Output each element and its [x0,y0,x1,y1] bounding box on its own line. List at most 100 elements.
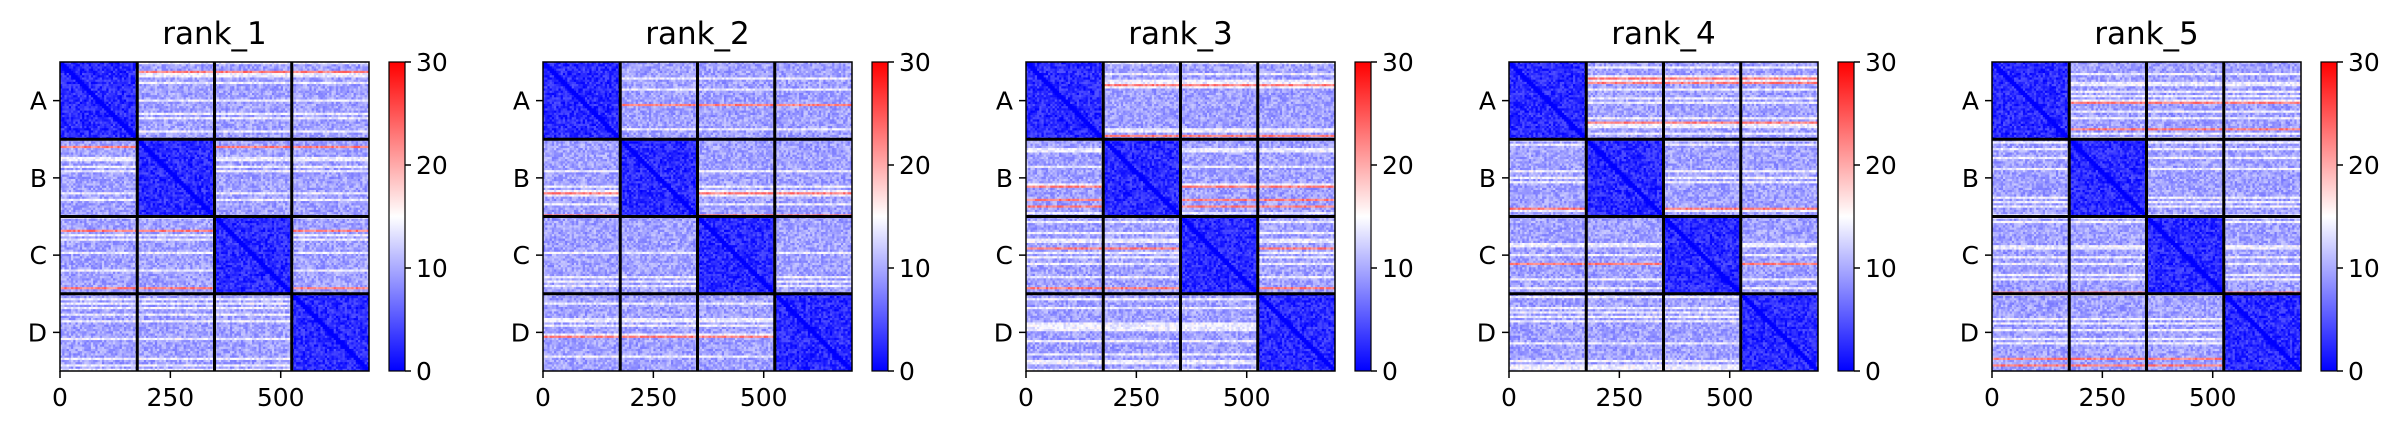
heatmap-cell [150,86,153,89]
heatmap-cell [192,69,195,72]
heatmap-cell [102,66,105,69]
heatmap-cell [80,75,83,78]
heatmap-cell [305,82,308,85]
heatmap-cell [307,64,310,67]
heatmap-cell [164,71,167,74]
heatmap-cell [285,66,288,69]
heatmap-cell [159,66,162,69]
heatmap-cell [75,64,78,67]
heatmap-cell [139,75,142,78]
heatmap-cell [223,73,226,76]
heatmap-cell [184,82,187,85]
heatmap-cell [331,69,334,72]
heatmap-cell [75,80,78,83]
heatmap-cell [241,64,244,67]
heatmap-cell [93,71,96,74]
heatmap-cell [296,82,299,85]
heatmap-cell [343,84,346,87]
heatmap-cell [279,66,282,69]
heatmap-cell [164,64,167,67]
heatmap-cell [111,84,114,87]
heatmap-cell [82,77,85,80]
heatmap-cell [106,77,109,80]
heatmap-cell [248,69,251,72]
heatmap-cell [307,66,310,69]
heatmap-cell [69,75,72,78]
heatmap-cell [226,82,229,85]
heatmap-cell [283,80,286,83]
heatmap-cell [179,82,182,85]
heatmap-cell [109,64,112,67]
heatmap-cell [219,69,222,72]
heatmap-cell [340,73,343,76]
heatmap-cell [362,69,365,72]
heatmap-cell [89,66,92,69]
heatmap-cell [281,80,284,83]
heatmap-cell [263,75,266,78]
heatmap-cell [208,69,211,72]
heatmap-cell [325,64,328,67]
heatmap-cell [69,64,72,67]
heatmap-cell [91,73,94,76]
heatmap-cell [349,75,352,78]
heatmap-cell [223,66,226,69]
heatmap-cell [226,71,229,74]
heatmap-cell [226,73,229,76]
heatmap-cell [166,86,169,89]
heatmap-cell [62,84,65,87]
heatmap-cell [170,82,173,85]
heatmap-cell [272,86,275,89]
heatmap-cell [228,84,231,87]
heatmap-cell [117,84,120,87]
heatmap-cell [245,71,248,74]
heatmap-cell [208,86,211,89]
heatmap-cell [91,82,94,85]
heatmap-cell [104,66,107,69]
heatmap-cell [245,73,248,76]
heatmap-cell [124,66,127,69]
heatmap-cell [86,80,89,83]
heatmap-cell [113,80,116,83]
heatmap-cell [334,82,337,85]
heatmap-cell [254,77,257,80]
heatmap-cell [261,71,264,74]
heatmap-cell [190,75,193,78]
heatmap-cell [230,64,233,67]
heatmap-cell [267,69,270,72]
heatmap-cell [243,77,246,80]
heatmap-cell [71,86,74,89]
heatmap-cell [86,64,89,67]
heatmap-cell [219,84,222,87]
heatmap-cell [226,69,229,72]
heatmap-cell [95,80,98,83]
heatmap-cell [261,73,264,76]
heatmap-cell [316,73,319,76]
heatmap-cell [274,75,277,78]
heatmap-cell [279,80,282,83]
heatmap-cell [347,73,350,76]
heatmap-cell [351,82,354,85]
heatmap-cell [82,66,85,69]
heatmap-cell [62,75,65,78]
heatmap-cell [80,66,83,69]
heatmap-cell [153,69,156,72]
heatmap-cell [248,80,251,83]
heatmap-cell [203,66,206,69]
heatmap-cell [232,66,235,69]
heatmap-cell [362,75,365,78]
heatmap-cell [221,73,224,76]
heatmap-cell [120,75,123,78]
heatmap-cell [93,69,96,72]
heatmap-cell [131,82,134,85]
heatmap-cell [181,75,184,78]
heatmap-cell [102,82,105,85]
heatmap-cell [325,84,328,87]
heatmap-cell [294,66,297,69]
heatmap-cell [356,69,359,72]
heatmap-cell [259,77,262,80]
heatmap-cell [256,84,259,87]
heatmap-cell [217,84,220,87]
heatmap-cell [296,69,299,72]
heatmap-cell [256,73,259,76]
heatmap-cell [349,71,352,74]
